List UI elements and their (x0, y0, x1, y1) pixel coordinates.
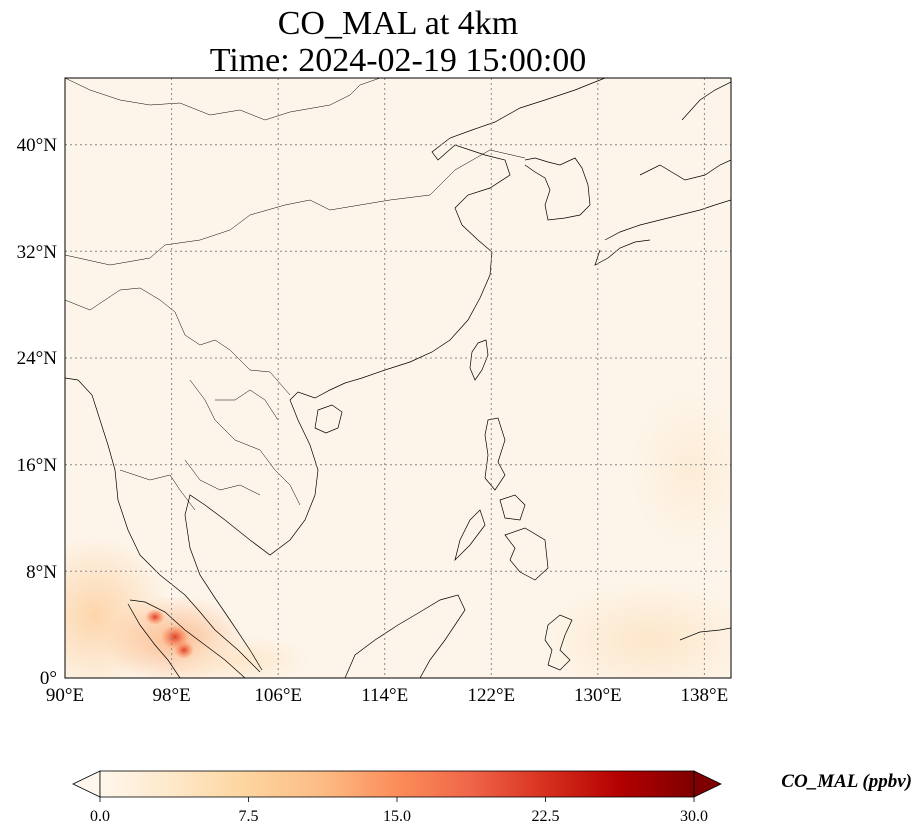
land-outlines (65, 78, 731, 678)
colorbar: 0.0 7.5 15.0 22.5 30.0 CO_MAL (ppbv) (72, 770, 912, 825)
y-tick-label: 16°N (17, 455, 58, 476)
newguinea-coastline (679, 627, 731, 641)
x-tick-label: 106°E (254, 685, 302, 706)
y-tick-label: 0° (40, 668, 57, 689)
haze-region-east (540, 580, 731, 678)
colorbar-label: CO_MAL (ppbv) (781, 771, 912, 792)
title-line-1: CO_MAL at 4km (278, 5, 519, 42)
map-panel: 90°E 98°E 106°E 114°E 122°E 130°E 138°E … (17, 77, 732, 706)
y-tick-labels: 0° 8°N 16°N 24°N 32°N 40°N (17, 135, 58, 689)
philippines-coastline (454, 417, 549, 581)
x-tick-label: 98°E (152, 685, 190, 706)
colorbar-extend-min (72, 770, 101, 798)
map-frame (64, 77, 732, 679)
y-tick-label: 8°N (26, 562, 57, 583)
korea-coastline (524, 157, 591, 221)
title-line-2: Time: 2024-02-19 15:00:00 (210, 42, 587, 79)
colorbar-tick-label: 0.0 (90, 808, 110, 825)
colorbar-tick-label: 7.5 (239, 808, 259, 825)
borneo-coastline (344, 594, 466, 678)
sumatra-coastline (127, 599, 246, 678)
japan-coastline (594, 81, 731, 266)
x-tick-label: 90°E (46, 685, 84, 706)
colorbar-extend-max (693, 770, 722, 798)
x-tick-label: 122°E (467, 685, 515, 706)
y-tick-label: 24°N (17, 348, 58, 369)
x-tick-label: 114°E (361, 685, 408, 706)
x-tick-label: 138°E (681, 685, 729, 706)
colorbar-tick-label: 15.0 (383, 808, 411, 825)
colorbar-ticks (99, 797, 695, 802)
hotspot-3 (174, 641, 194, 659)
colorbar-tick-labels: 0.0 7.5 15.0 22.5 30.0 (90, 808, 708, 825)
taiwan-coastline (469, 339, 489, 381)
hotspot-1 (145, 609, 165, 625)
haze-region-malay (170, 635, 310, 678)
country-borders (65, 78, 526, 511)
y-tick-label: 32°N (17, 242, 58, 263)
colorbar-tick-label: 22.5 (532, 808, 560, 825)
x-tick-label: 130°E (574, 685, 622, 706)
x-tick-labels: 90°E 98°E 106°E 114°E 122°E 130°E 138°E (46, 685, 728, 706)
haze-region-pacific (630, 390, 731, 550)
y-tick-label: 40°N (17, 135, 58, 156)
map-background (65, 78, 731, 678)
hainan-coastline (314, 404, 343, 434)
colorbar-tick-label: 30.0 (680, 808, 708, 825)
mainland-coastline (65, 78, 606, 673)
concentration-field (65, 390, 731, 678)
colorbar-gradient (100, 771, 694, 797)
gridlines (65, 78, 731, 678)
sulawesi-coastline (544, 614, 573, 671)
